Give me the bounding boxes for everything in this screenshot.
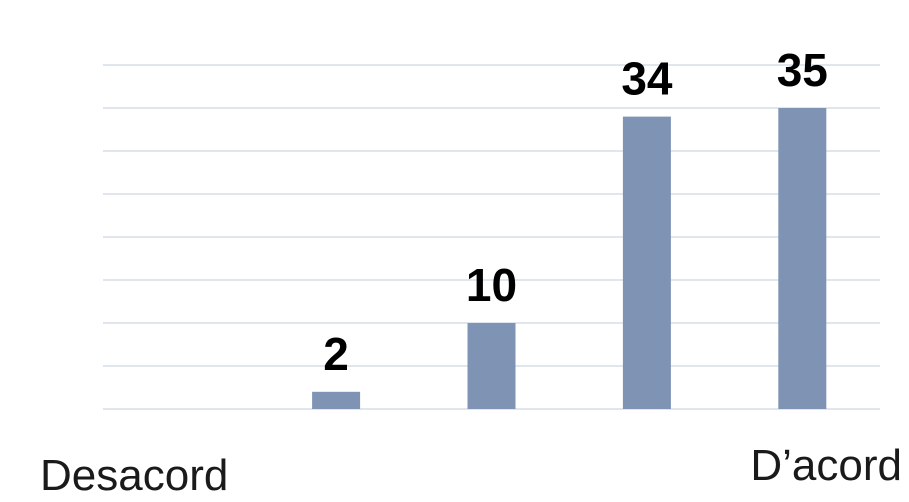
bars [312,108,827,409]
bar-5 [778,108,827,409]
data-labels: 2 10 34 35 [323,44,828,380]
data-label-2: 2 [323,328,349,380]
data-label-3: 10 [466,259,517,311]
bar-2 [312,391,361,409]
scale-label-right: D’acord [750,441,902,490]
bar-4 [622,116,671,409]
grid-lines [103,64,880,410]
bar-3 [467,323,516,409]
data-label-4: 34 [621,53,673,105]
scale-label-left: Desacord [40,451,228,500]
data-label-5: 35 [777,44,828,96]
